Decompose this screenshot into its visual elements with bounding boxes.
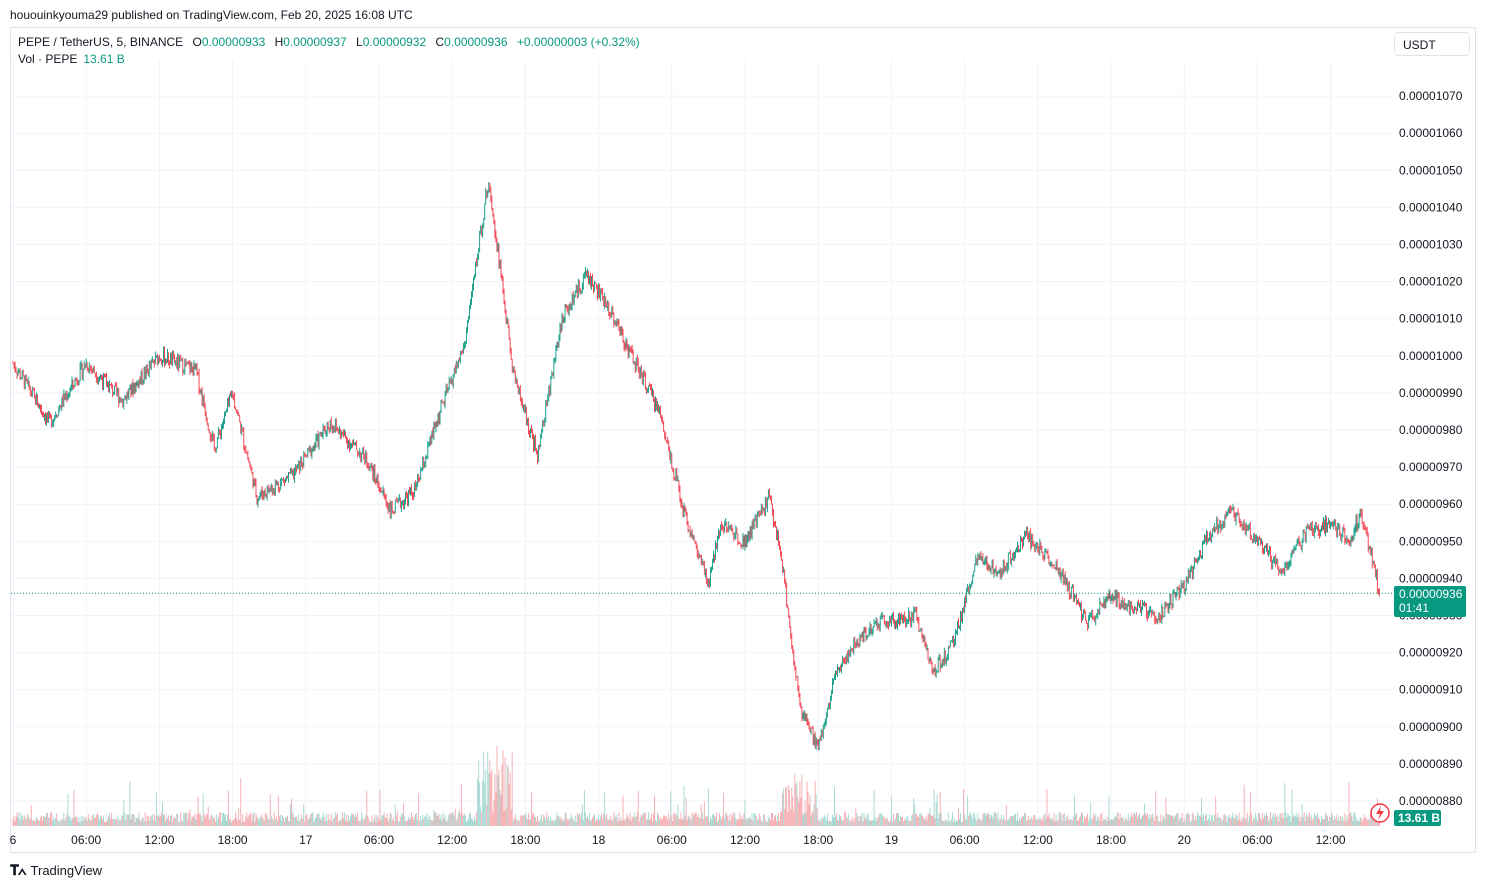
price-tick-label: 0.00000980: [1399, 423, 1463, 437]
time-tick-label: 20: [1178, 833, 1192, 847]
volume-badge-value: 13.61 B: [1398, 811, 1440, 825]
price-tick-label: 0.00000880: [1399, 794, 1463, 808]
currency-button[interactable]: USDT: [1394, 32, 1470, 56]
time-tick-label: 12:00: [1316, 833, 1346, 847]
grid-lines: [11, 60, 1392, 827]
price-tick-label: 0.00001040: [1399, 200, 1463, 214]
time-tick-label: 12:00: [1023, 833, 1053, 847]
price-tick-label: 0.00000910: [1399, 683, 1463, 697]
time-tick-label: 19: [885, 833, 899, 847]
tv-logo-icon[interactable]: 𝐓∧: [10, 862, 27, 878]
time-tick-label: 06:00: [364, 833, 394, 847]
ohlc-legend: PEPE / TetherUS, 5, BINANCE O0.00000933 …: [18, 35, 646, 49]
price-tick-label: 0.00000950: [1399, 534, 1463, 548]
price-tick-label: 0.00000990: [1399, 386, 1463, 400]
brand-name[interactable]: TradingView: [30, 863, 103, 878]
price-tick-label: 0.00001070: [1399, 89, 1463, 103]
time-tick-label: 06:00: [1242, 833, 1272, 847]
price-tick-label: 0.00000920: [1399, 646, 1463, 660]
time-tick-label: 12:00: [437, 833, 467, 847]
time-tick-label: 6: [10, 833, 17, 847]
footer: 𝐓∧ TradingView: [10, 862, 102, 879]
time-tick-label: 12:00: [730, 833, 760, 847]
price-tick-label: 0.00000970: [1399, 460, 1463, 474]
price-axis: 0.00000880 0.00000890 0.00000900 0.00000910…: [1399, 89, 1463, 808]
price-tick-label: 0.00001010: [1399, 312, 1463, 326]
time-tick-label: 06:00: [950, 833, 980, 847]
time-tick-label: 18:00: [1096, 833, 1126, 847]
publish-info: hououinkyouma29 published on TradingView…: [10, 8, 413, 22]
volume-legend: Vol · PEPE 13.61 B: [18, 52, 125, 66]
high-value: 0.00000937: [283, 35, 347, 49]
countdown-value: 01:41: [1399, 601, 1429, 615]
time-tick-label: 17: [299, 833, 313, 847]
price-tick-label: 0.00001000: [1399, 349, 1463, 363]
open-value: 0.00000933: [201, 35, 266, 49]
close-label: C: [435, 35, 445, 49]
price-tick-label: 0.00000940: [1399, 571, 1463, 585]
chart-frame: [10, 27, 1476, 853]
low-value: 0.00000932: [362, 35, 427, 49]
volume-bars: [12, 746, 1380, 826]
time-tick-label: 12:00: [144, 833, 174, 847]
time-axis: 6 06:00 12:00 18:00 17 06:00 12:00 18:00 18 06:00…: [10, 833, 1346, 847]
time-tick-label: 18:00: [218, 833, 248, 847]
time-tick-label: 06:00: [657, 833, 687, 847]
symbol-label[interactable]: PEPE / TetherUS, 5, BINANCE: [18, 35, 184, 49]
price-tick-label: 0.00001050: [1399, 163, 1463, 177]
low-label: L: [356, 35, 363, 49]
price-tick-label: 0.00000960: [1399, 497, 1463, 511]
last-price-badge: 0.00000936 01:41: [1394, 586, 1466, 617]
price-tick-label: 0.00000890: [1399, 757, 1463, 771]
last-price-value: 0.00000936: [1399, 587, 1463, 601]
price-tick-label: 0.00001060: [1399, 126, 1463, 140]
change-value: +0.00000003 (+0.32%): [516, 35, 640, 49]
volume-label[interactable]: Vol · PEPE: [18, 52, 78, 66]
price-tick-label: 0.00000900: [1399, 720, 1463, 734]
price-tick-label: 0.00001030: [1399, 238, 1463, 252]
open-label: O: [192, 35, 202, 49]
time-tick-label: 18: [592, 833, 606, 847]
time-tick-label: 06:00: [71, 833, 101, 847]
volume-badge: 13.61 B: [1370, 803, 1441, 826]
time-tick-label: 18:00: [510, 833, 540, 847]
candles: [12, 181, 1380, 751]
time-tick-label: 18:00: [803, 833, 833, 847]
price-tick-label: 0.00001020: [1399, 275, 1463, 289]
high-label: H: [274, 35, 284, 49]
volume-value: 13.61 B: [83, 52, 125, 66]
close-value: 0.00000936: [444, 35, 508, 49]
